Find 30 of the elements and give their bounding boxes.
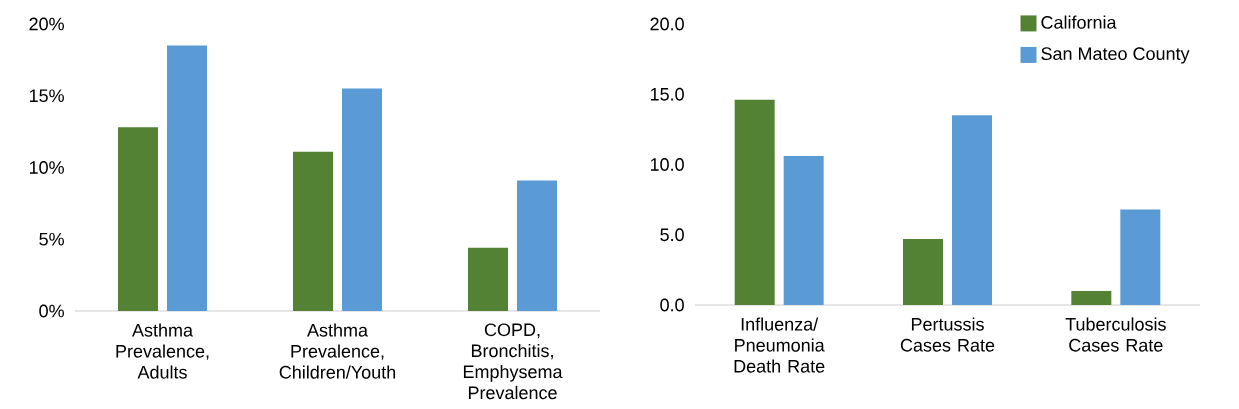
y-tick-label: 15% [29,89,64,103]
x-tick-label: Influenza/ Pneumonia Death Rate [734,317,825,373]
bar [342,88,383,311]
bar [293,151,333,311]
x-tick-label: Tuberculosis Cases Rate [1065,317,1166,352]
x-tick-label: COPD, Bronchitis, Emphysema Prevalence [463,323,563,400]
y-tick-label: 15.0 [650,87,684,101]
bar [1071,290,1112,305]
bar [903,238,943,305]
y-tick-label: 5% [39,232,64,246]
bar [167,45,207,311]
bar [517,180,557,311]
bar [734,99,775,305]
bar [118,127,159,311]
bar [783,156,824,305]
bar [1120,209,1161,305]
x-tick-label: Asthma Prevalence, Adults [116,323,209,379]
y-tick-label: 20% [29,17,64,31]
y-tick-label: 10% [29,161,64,174]
y-tick-label: 20.0 [650,17,684,31]
y-tick-label: 5.0 [660,228,684,242]
bar [952,115,992,305]
y-tick-label: 0.0 [660,298,684,312]
x-tick-label: Pertussis Cases Rate [900,317,995,352]
y-tick-label: 10.0 [650,158,684,171]
legend-label: San Mateo County [1041,47,1190,64]
x-tick-label: Asthma Prevalence, Children/Youth [279,323,396,379]
legend-label: California [1041,15,1117,29]
y-tick-label: 0% [39,304,64,318]
bar [468,247,509,311]
